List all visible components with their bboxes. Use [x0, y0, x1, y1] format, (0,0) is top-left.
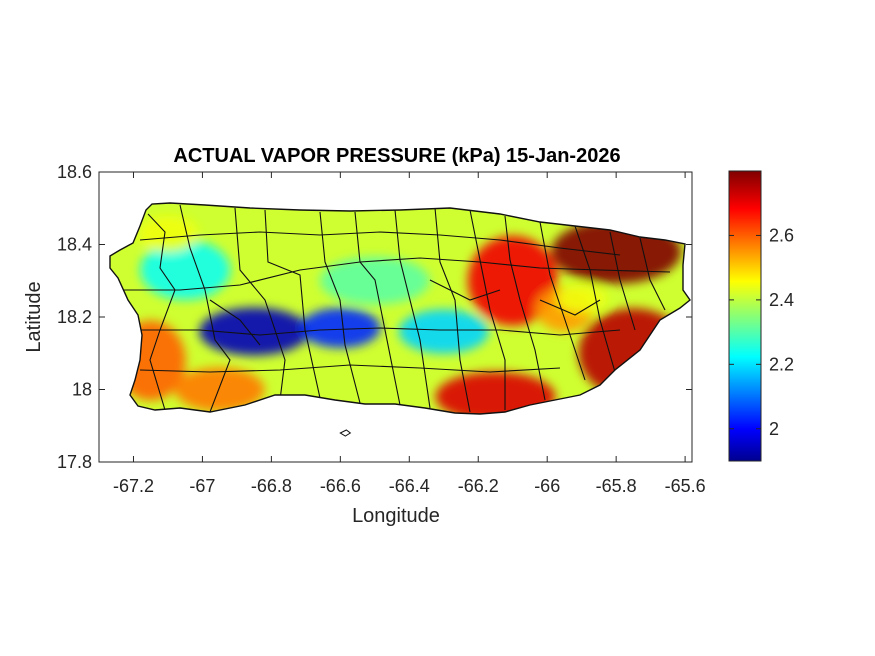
x-tick-label: -66.8: [251, 476, 292, 496]
colorbar-tick-label: 2: [769, 419, 779, 439]
colorbar-tick-label: 2.2: [769, 354, 794, 374]
x-tick-label: -67: [189, 476, 215, 496]
colorbar-tick-label: 2.4: [769, 290, 794, 310]
chart-title: ACTUAL VAPOR PRESSURE (kPa) 15-Jan-2026: [173, 145, 620, 167]
islet-outline: [339, 429, 352, 437]
y-tick-label: 18.4: [57, 235, 92, 255]
x-axis-label: Longitude: [352, 505, 440, 527]
y-axis-ticks: 17.8 18 18.2 18.4 18.6: [57, 162, 692, 472]
x-tick-label: -66: [534, 476, 560, 496]
coastline-outline: [109, 202, 691, 415]
x-axis-ticks: -67.2 -67 -66.8 -66.6 -66.4 -66.2 -66 -65.8 -65.…: [113, 172, 706, 496]
y-tick-label: 18: [72, 380, 92, 400]
x-tick-label: -65.8: [596, 476, 637, 496]
municipality-boundaries: [120, 204, 671, 413]
x-tick-label: -65.6: [665, 476, 706, 496]
colorbar-ticks: 2 2.2 2.4 2.6: [729, 225, 794, 439]
y-tick-label: 17.8: [57, 452, 92, 472]
y-tick-label: 18.2: [57, 307, 92, 327]
plot-area: -67.2 -67 -66.8 -66.6 -66.4 -66.2 -66 -65.8 -65.…: [57, 162, 706, 496]
y-axis-label: Latitude: [23, 281, 45, 352]
x-tick-label: -66.2: [458, 476, 499, 496]
x-tick-label: -66.4: [389, 476, 430, 496]
x-tick-label: -67.2: [113, 476, 154, 496]
colorbar-tick-label: 2.6: [769, 225, 794, 245]
colorbar-gradient: [728, 170, 762, 462]
y-tick-label: 18.6: [57, 162, 92, 182]
x-tick-label: -66.6: [320, 476, 361, 496]
colorbar: 2 2.2 2.4 2.6: [728, 170, 794, 462]
